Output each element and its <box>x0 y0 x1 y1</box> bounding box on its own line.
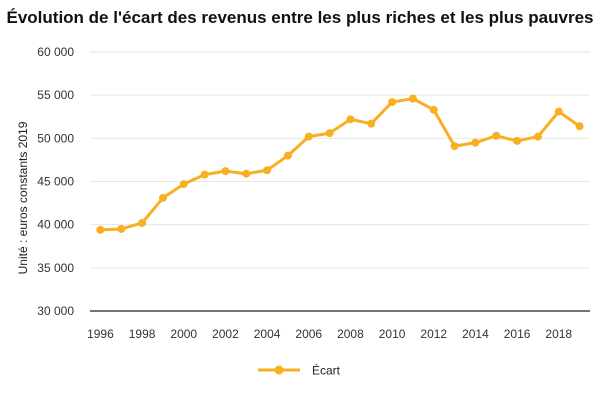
x-tick-label: 2002 <box>212 327 239 341</box>
x-tick-label: 2018 <box>545 327 572 341</box>
y-tick-label: 40 000 <box>37 218 74 232</box>
data-point <box>367 119 376 128</box>
legend: Écart <box>258 363 341 378</box>
data-point <box>221 167 230 176</box>
data-point <box>179 180 188 189</box>
data-point <box>429 105 438 114</box>
data-point <box>138 218 147 227</box>
y-tick-label: 35 000 <box>37 261 74 275</box>
data-point <box>200 170 209 179</box>
x-tick-label: 2008 <box>337 327 364 341</box>
y-tick-label: 55 000 <box>37 88 74 102</box>
x-tick-label: 2016 <box>504 327 531 341</box>
data-point <box>388 98 397 107</box>
data-point <box>346 115 355 124</box>
data-point <box>533 132 542 141</box>
data-point <box>283 151 292 160</box>
data-point <box>158 193 167 202</box>
x-tick-label: 2014 <box>462 327 489 341</box>
data-point <box>575 122 584 131</box>
legend-label: Écart <box>312 363 341 378</box>
x-tick-label: 1996 <box>87 327 114 341</box>
x-tick-label: 2010 <box>379 327 406 341</box>
y-tick-label: 30 000 <box>37 304 74 318</box>
data-point <box>450 142 459 151</box>
data-point <box>554 107 563 116</box>
data-point <box>117 224 126 233</box>
gridlines <box>90 51 590 269</box>
x-tick-label: 2004 <box>254 327 281 341</box>
y-tick-label: 50 000 <box>37 131 74 145</box>
y-tick-label: 60 000 <box>37 45 74 59</box>
data-point <box>325 129 334 138</box>
axes: 30 000 35 000 40 000 45 000 50 000 55 000 60 0… <box>37 45 590 341</box>
series-line-layer <box>98 97 582 232</box>
data-point <box>492 131 501 140</box>
data-point <box>242 169 251 178</box>
data-point <box>471 138 480 147</box>
data-point <box>408 94 417 103</box>
legend-marker-swatch <box>274 365 284 375</box>
x-tick-label: 2012 <box>420 327 447 341</box>
x-tick-label: 1998 <box>129 327 156 341</box>
data-point <box>304 132 313 141</box>
y-tick-label: 45 000 <box>37 175 74 189</box>
series-line <box>98 97 582 232</box>
chart-title: Évolution de l'écart des revenus entre l… <box>6 8 594 27</box>
x-tick-label: 2006 <box>295 327 322 341</box>
x-tick-label: 2000 <box>170 327 197 341</box>
y-axis-label: Unité : euros constants 2019 <box>16 121 30 274</box>
data-point <box>263 166 272 175</box>
data-point <box>96 225 105 234</box>
data-points <box>96 94 584 234</box>
data-point <box>513 136 522 145</box>
